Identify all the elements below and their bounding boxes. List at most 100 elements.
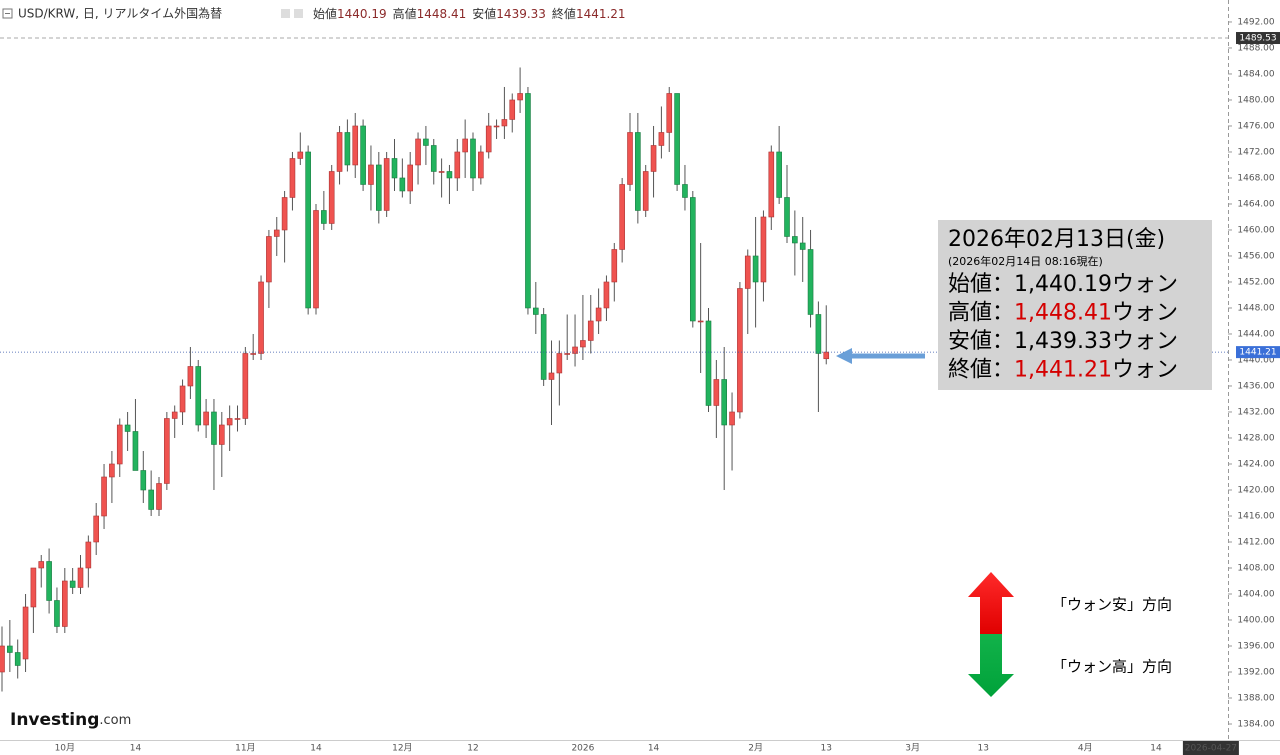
candle-body [650, 145, 657, 172]
candle-body [423, 138, 429, 146]
y-tick-label: 1452.00 [1237, 277, 1274, 287]
y-tick-label: 1488.00 [1237, 43, 1274, 53]
candle-body [454, 151, 461, 179]
quote-value: 1440.19 [337, 7, 387, 21]
info-value: 1,440.19 [1014, 272, 1112, 297]
up-arrow [968, 572, 1014, 634]
candle-body [532, 307, 539, 315]
candle-body [14, 652, 21, 666]
pointer-arrow-head [836, 348, 852, 364]
candle-body [548, 372, 555, 380]
y-tick-label: 1400.00 [1237, 615, 1274, 625]
icon[interactable] [281, 9, 290, 18]
info-row: 安値：1,439.33ウォン [948, 329, 1178, 354]
candle-body [619, 184, 625, 250]
y-tick-label: 1440.00 [1237, 355, 1274, 365]
candle-body [399, 177, 406, 192]
candle-body [517, 93, 523, 101]
candle-body [61, 580, 68, 627]
x-tick-label: 13 [821, 744, 832, 754]
info-label: 高値： [948, 301, 1014, 326]
candle-body [46, 561, 52, 601]
candle-body [101, 476, 107, 517]
candle-body [69, 580, 76, 588]
icon[interactable] [294, 9, 303, 18]
quote-label: 始値 [313, 6, 337, 21]
y-tick-label: 1464.00 [1237, 199, 1274, 209]
candle-body [116, 424, 123, 465]
candle-body [30, 567, 37, 608]
y-tick-label: 1480.00 [1237, 95, 1274, 105]
x-tick-label: 13 [978, 744, 989, 754]
candle-body [226, 418, 233, 426]
candle-body [148, 489, 154, 510]
logo-suffix: .com [99, 713, 131, 728]
candle-body [784, 197, 790, 237]
candle-body [250, 353, 256, 355]
candle-body [807, 249, 814, 315]
info-value: 1,441.21 [1014, 358, 1112, 383]
y-tick-label: 1408.00 [1237, 563, 1274, 573]
candle-body [344, 132, 351, 166]
quote-value: 1439.33 [496, 7, 546, 21]
candle-body [666, 93, 673, 133]
candle-body [674, 93, 680, 185]
candle-body [760, 216, 767, 283]
info-label: 終値： [948, 358, 1014, 383]
y-tick-label: 1444.00 [1237, 329, 1274, 339]
candle-body [156, 483, 162, 510]
last-price-label: 1441.21 [1239, 348, 1276, 358]
logo-brand: Investing [10, 710, 99, 730]
collapse-icon[interactable] [2, 8, 13, 19]
candle-body [792, 236, 798, 244]
y-tick-label: 1460.00 [1237, 225, 1274, 235]
candle-body [187, 366, 194, 387]
candle-body [729, 411, 735, 426]
candle-body [752, 255, 759, 283]
direction-down-label: 「ウォン高」方向 [1052, 658, 1172, 676]
y-tick-label: 1384.00 [1237, 719, 1274, 729]
candle-body [658, 132, 665, 146]
quote-label: 終値 [552, 6, 576, 21]
x-tick-label: 12 [467, 744, 478, 754]
candle-body [7, 645, 13, 653]
y-tick-label: 1416.00 [1237, 511, 1274, 521]
candle-body [493, 125, 500, 128]
quote-value: 1441.21 [576, 7, 626, 21]
candle-body [595, 307, 602, 322]
candle-body [642, 171, 649, 211]
y-tick-label: 1424.00 [1237, 459, 1274, 469]
candle-body [22, 606, 29, 660]
candle-body [744, 255, 751, 289]
candle-body [93, 515, 99, 543]
x-tick-label: 14 [1150, 744, 1162, 754]
info-unit: ウォン [1112, 358, 1178, 383]
x-tick-label: 3月 [905, 743, 920, 754]
info-date: 2026年02月13日(金) [948, 227, 1165, 252]
x-tick-label: 4月 [1078, 743, 1093, 754]
y-tick-label: 1404.00 [1237, 589, 1274, 599]
reference-label: 1489.53 [1239, 34, 1276, 44]
x-tick-label: 14 [648, 744, 660, 754]
y-tick-label: 1436.00 [1237, 381, 1274, 391]
quote-value: 1448.41 [417, 7, 467, 21]
x-tick-label: 2026-04-27 [1185, 744, 1237, 754]
candle-body [438, 171, 445, 173]
candle-body [195, 366, 202, 426]
y-tick-label: 1396.00 [1237, 641, 1274, 651]
candle-body [776, 151, 782, 198]
info-label: 安値： [948, 329, 1014, 354]
candle-body [368, 164, 374, 185]
y-tick-label: 1388.00 [1237, 693, 1274, 703]
info-unit: ウォン [1112, 329, 1178, 354]
candle-body [627, 132, 633, 185]
info-unit: ウォン [1112, 301, 1178, 326]
candle-body [375, 164, 382, 211]
candle-body [587, 320, 594, 341]
candle-body [501, 119, 508, 127]
candle-body [540, 314, 547, 380]
candle-body [171, 411, 178, 419]
y-tick-label: 1432.00 [1237, 407, 1274, 417]
candle-body [721, 379, 728, 426]
